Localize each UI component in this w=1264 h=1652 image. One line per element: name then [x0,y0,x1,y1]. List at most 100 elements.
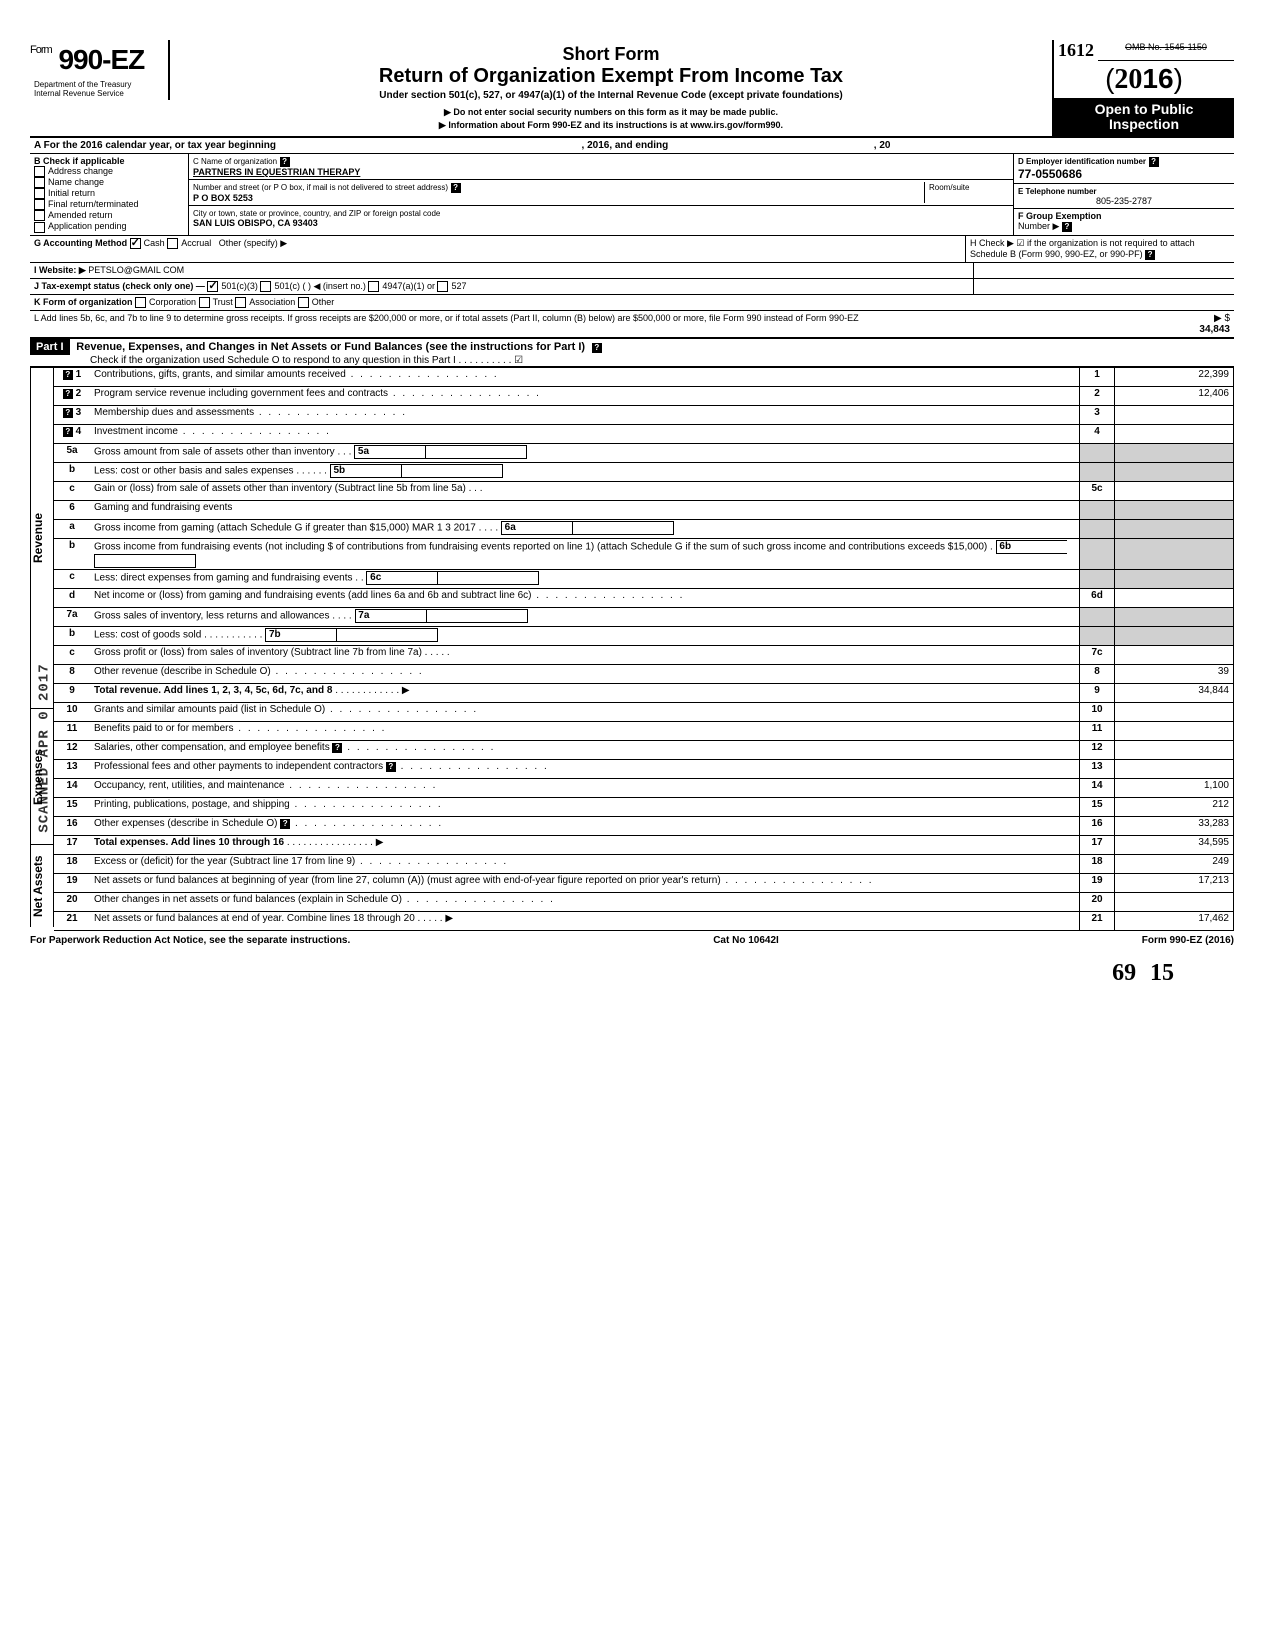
checkbox-501c3[interactable] [207,281,218,292]
line-16-desc: Other expenses (describe in Schedule O) [94,818,277,829]
label-accrual: Accrual [181,238,211,248]
line-12: 12Salaries, other compensation, and empl… [54,740,1234,759]
line-4: ? 4Investment income4 [54,424,1234,443]
checkbox-cash[interactable] [130,238,141,249]
help-icon[interactable]: ? [1145,250,1155,260]
line-12-desc: Salaries, other compensation, and employ… [94,742,330,753]
checkbox-other-org[interactable] [298,297,309,308]
org-name: PARTNERS IN EQUESTRIAN THERAPY [193,167,360,177]
omb-number: OMB No. 1545-1150 [1098,40,1234,61]
line-20-desc: Other changes in net assets or fund bala… [94,894,402,905]
checkbox-527[interactable] [437,281,448,292]
k-row: K Form of organization Corporation Trust… [30,295,1234,311]
checkbox-address-change[interactable] [34,166,45,177]
line-12-val [1115,740,1234,759]
c-addr-label: Number and street (or P O box, if mail i… [193,183,448,192]
c-room-label: Room/suite [929,183,969,192]
line-9-desc: Total revenue. Add lines 1, 2, 3, 4, 5c,… [94,685,332,696]
label-initial-return: Initial return [48,188,95,198]
line-19-val: 17,213 [1115,873,1234,892]
line-7b: bLess: cost of goods sold . . . . . . . … [54,626,1234,645]
line-6-desc: Gaming and fundraising events [94,502,232,513]
help-icon[interactable]: ? [1062,222,1072,232]
part1-check: Check if the organization used Schedule … [30,355,1234,366]
j-label: J Tax-exempt status (check only one) — [34,281,205,291]
checkbox-501c[interactable] [260,281,271,292]
label-insert-no: ) ◀ (insert no.) [308,281,366,291]
line-13-desc: Professional fees and other payments to … [94,761,383,772]
line-6b: bGross income from fundraising events (n… [54,538,1234,569]
line-14: 14Occupancy, rent, utilities, and mainte… [54,778,1234,797]
bottom-handwriting: 69 15 [30,950,1234,997]
line-8-desc: Other revenue (describe in Schedule O) [94,666,271,677]
open-line1: Open to Public [1095,101,1194,117]
line-5a-desc: Gross amount from sale of assets other t… [94,446,335,457]
label-other-specify: Other (specify) ▶ [219,238,287,248]
checkbox-name-change[interactable] [34,177,45,188]
c-city-label: City or town, state or province, country… [193,209,440,218]
line-7a: 7aGross sales of inventory, less returns… [54,607,1234,626]
line-14-desc: Occupancy, rent, utilities, and maintena… [94,780,284,791]
k-label: K Form of organization [34,297,133,307]
line-18-desc: Excess or (deficit) for the year (Subtra… [94,856,355,867]
label-address-change: Address change [48,166,113,176]
right-info-col: D Employer identification number ? 77-05… [1013,154,1234,235]
help-icon[interactable]: ? [592,343,602,353]
checkbox-4947[interactable] [368,281,379,292]
g-h-row: G Accounting Method Cash Accrual Other (… [30,236,1234,263]
line-7a-desc: Gross sales of inventory, less returns a… [94,610,329,621]
form-word: Form [30,44,52,56]
title-short: Short Form [180,44,1042,65]
help-icon[interactable]: ? [1149,157,1159,167]
help-icon[interactable]: ? [451,183,461,193]
line-6b-desc: Gross income from fundraising events (no… [94,541,987,552]
l-value: 34,843 [1199,324,1230,335]
line-2-val: 12,406 [1115,386,1234,405]
line-10: 10Grants and similar amounts paid (list … [54,702,1234,721]
d-ein-label: D Employer identification number [1018,157,1146,166]
line-4-desc: Investment income [94,426,178,437]
checkbox-app-pending[interactable] [34,222,45,233]
omb-box: 1612 OMB No. 1545-1150 (2016) Open to Pu… [1052,40,1234,136]
checkbox-final-return[interactable] [34,199,45,210]
line-6d-val [1115,588,1234,607]
line-17: 17Total expenses. Add lines 10 through 1… [54,835,1234,854]
checkbox-accrual[interactable] [167,238,178,249]
phone-value: 805-235-2787 [1018,196,1230,206]
org-city: SAN LUIS OBISPO, CA 93403 [193,218,318,228]
l-row: L Add lines 5b, 6c, and 7b to line 9 to … [30,311,1234,339]
part1-label: Part I [30,339,70,355]
line-15-val: 212 [1115,797,1234,816]
line-17-desc: Total expenses. Add lines 10 through 16 [94,837,284,848]
tax-year: (2016) [1054,61,1234,99]
checkbox-corporation[interactable] [135,297,146,308]
vlabel-netassets: Net Assets [30,844,54,927]
e-phone-label: E Telephone number [1018,187,1097,196]
i-label: I Website: ▶ [34,265,86,275]
line-7c-desc: Gross profit or (loss) from sales of inv… [94,647,422,658]
line-3: ? 3Membership dues and assessments3 [54,405,1234,424]
title-note: ▶ Do not enter social security numbers o… [180,107,1042,118]
line-2: ? 2Program service revenue including gov… [54,386,1234,405]
checkbox-trust[interactable] [199,297,210,308]
check-b-header: B Check if applicable [34,156,125,166]
line-15-desc: Printing, publications, postage, and shi… [94,799,290,810]
checkbox-amended[interactable] [34,210,45,221]
label-527: 527 [451,281,466,291]
dept-line1: Department of the Treasury [34,80,164,89]
footer-left: For Paperwork Reduction Act Notice, see … [30,935,350,946]
checkbox-association[interactable] [235,297,246,308]
line-5a: 5aGross amount from sale of assets other… [54,443,1234,462]
ein-value: 77-0550686 [1018,167,1082,181]
form-number-box: Form 990-EZ [30,40,170,78]
vlabel-expenses: Expenses [30,708,54,844]
footer-right: Form 990-EZ (2016) [1142,935,1234,946]
checkbox-initial-return[interactable] [34,188,45,199]
help-icon[interactable]: ? [280,157,290,167]
form-container: SCANNED APR 0 2017 Form 990-EZ Departmen… [30,40,1234,997]
lines-wrapper: Revenue Expenses Net Assets ? 1Contribut… [30,367,1234,931]
label-corp: Corporation [149,297,196,307]
line-16: 16Other expenses (describe in Schedule O… [54,816,1234,835]
line-19-desc: Net assets or fund balances at beginning… [94,875,721,886]
line-6d-desc: Net income or (loss) from gaming and fun… [94,590,531,601]
